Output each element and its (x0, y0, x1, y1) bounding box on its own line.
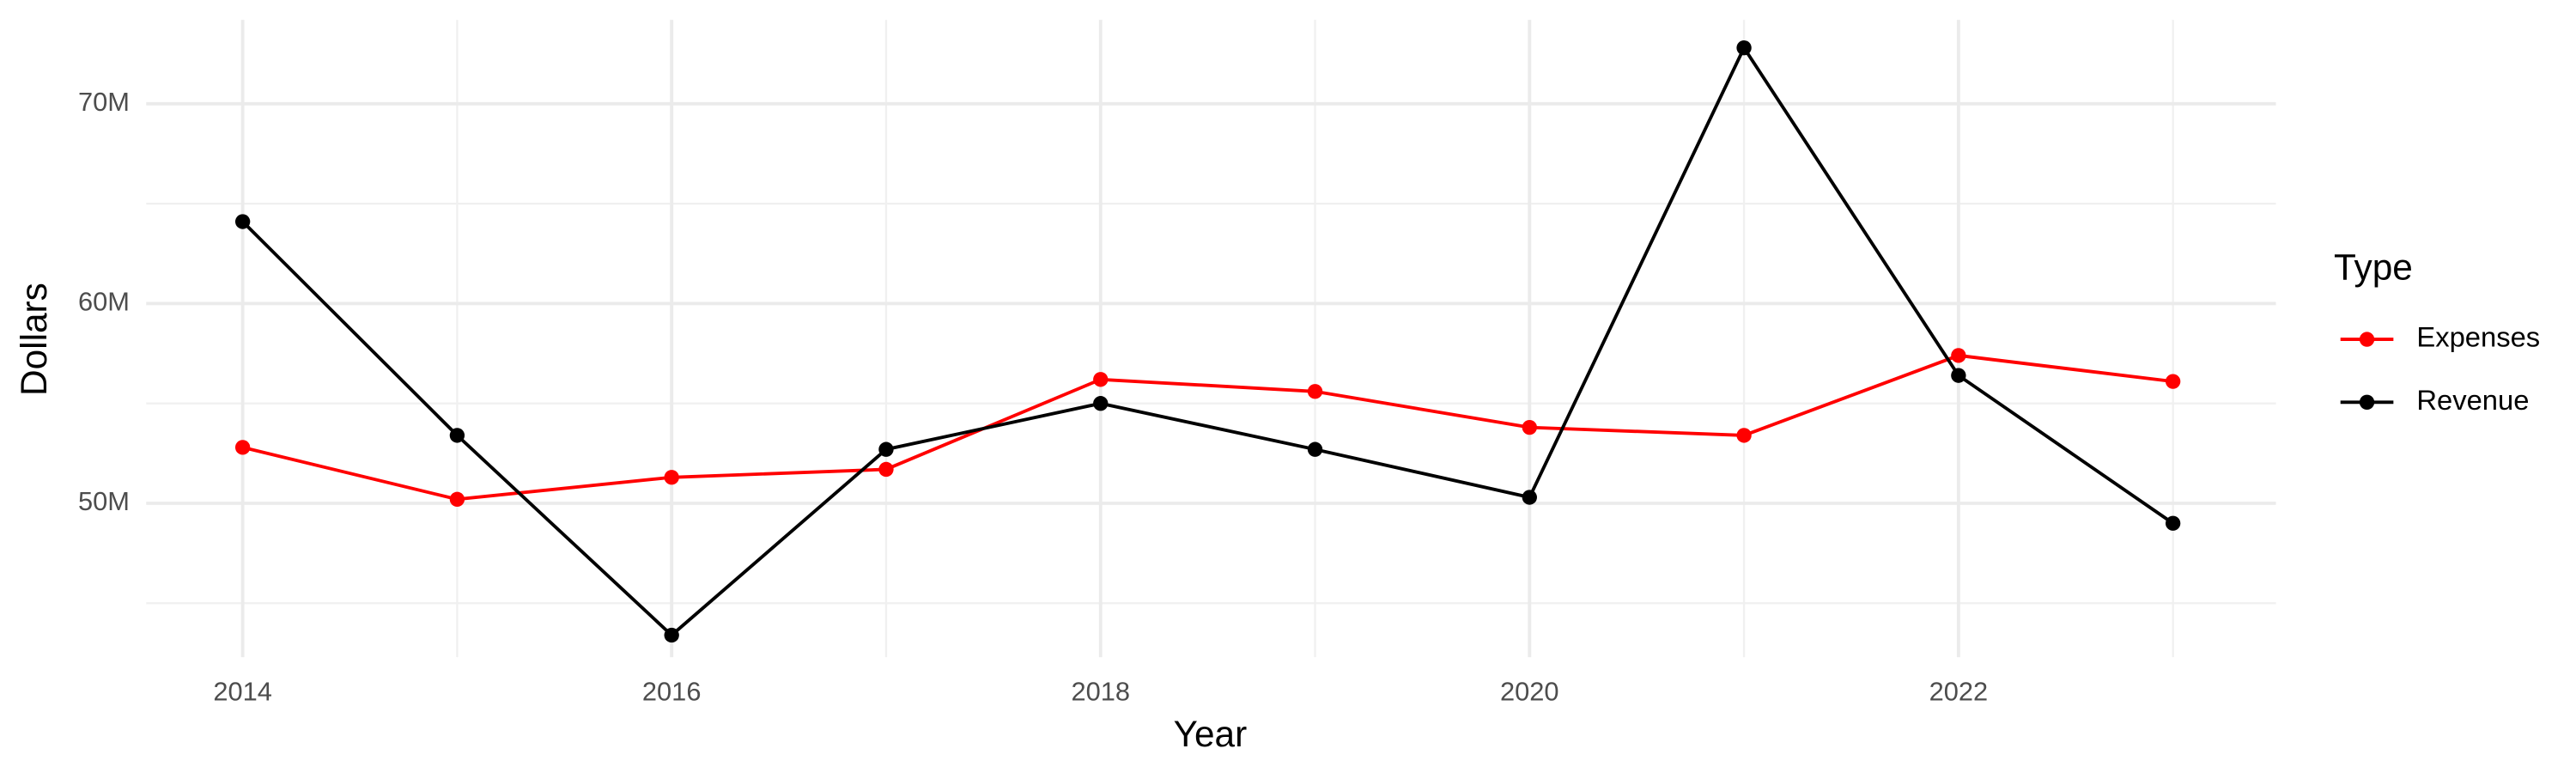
legend-key-point (2359, 394, 2375, 410)
data-point (1093, 396, 1109, 411)
x-tick-label: 2018 (1071, 677, 1130, 707)
data-point (1522, 419, 1537, 435)
y-tick-label: 50M (78, 486, 130, 516)
y-tick-label: 60M (78, 287, 130, 317)
series-line (242, 353, 2173, 502)
legend-title: Type (2334, 247, 2413, 287)
data-point (664, 470, 679, 485)
data-point (1951, 368, 1966, 383)
y-axis-title: Dollars (14, 283, 54, 396)
data-point (234, 214, 251, 229)
plot-marks (234, 40, 2181, 643)
legend-key-point (2359, 332, 2375, 347)
data-point (1736, 428, 1752, 443)
data-point (878, 461, 894, 478)
x-tick-label: 2014 (213, 677, 272, 707)
data-point (2165, 515, 2181, 531)
x-tick-label: 2022 (1929, 677, 1989, 707)
data-point (1307, 384, 1323, 399)
data-point (234, 440, 251, 455)
data-point (1307, 441, 1323, 457)
series-line (241, 44, 2174, 638)
data-point (664, 627, 679, 643)
legend-label: Revenue (2416, 384, 2529, 416)
x-tick-label: 2016 (642, 677, 702, 707)
data-point (1736, 40, 1752, 56)
data-point (449, 491, 465, 508)
legend-label: Expenses (2416, 321, 2540, 353)
data-point (2165, 374, 2181, 389)
x-axis-title: Year (1174, 714, 1248, 754)
data-point (449, 428, 465, 443)
legend: Type Expenses Revenue (2334, 247, 2540, 416)
y-tick-label: 70M (78, 87, 130, 117)
x-tick-label: 2020 (1500, 677, 1559, 707)
data-point (1093, 372, 1109, 387)
grid (146, 20, 2276, 658)
data-point (1951, 348, 1966, 363)
data-point (1522, 490, 1537, 505)
data-point (878, 441, 894, 457)
